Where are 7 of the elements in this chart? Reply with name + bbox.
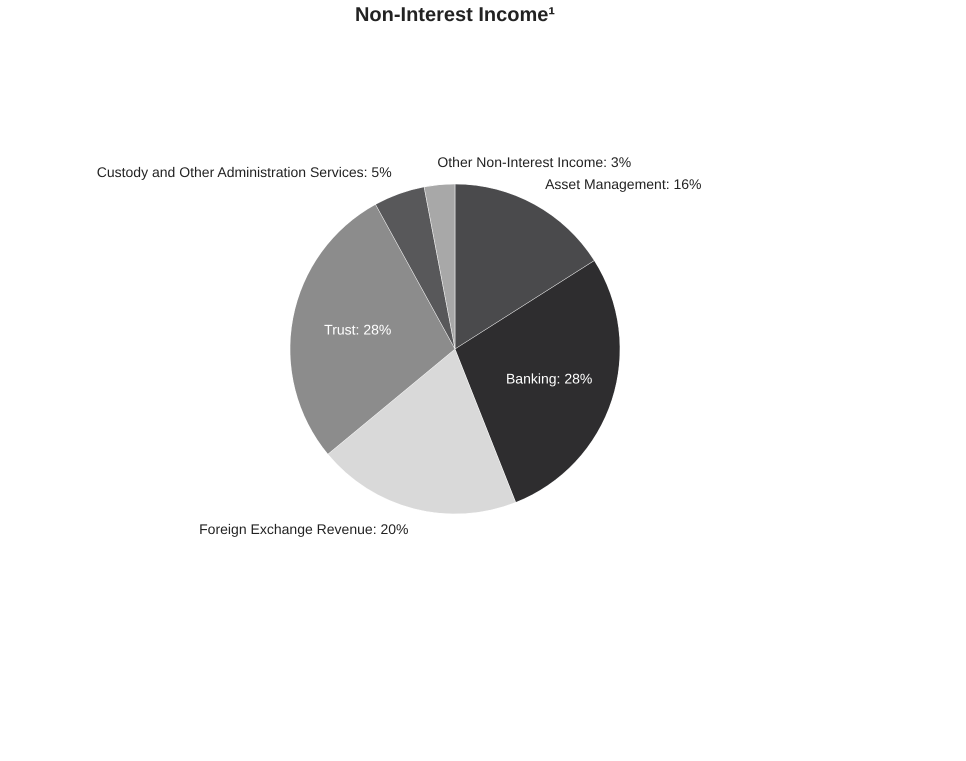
slice-label: Other Non-Interest Income: 3%	[437, 154, 632, 170]
slice-label: Foreign Exchange Revenue: 20%	[199, 521, 408, 538]
slice-label: Custody and Other Administration Services: 5%	[96, 164, 392, 180]
slice-label: Banking: 28%	[506, 370, 592, 387]
slice-label: Asset Management: 16%	[545, 176, 702, 192]
chart-title: Non-Interest Income¹	[354, 4, 556, 26]
slice-label: Trust: 28%	[324, 321, 392, 338]
